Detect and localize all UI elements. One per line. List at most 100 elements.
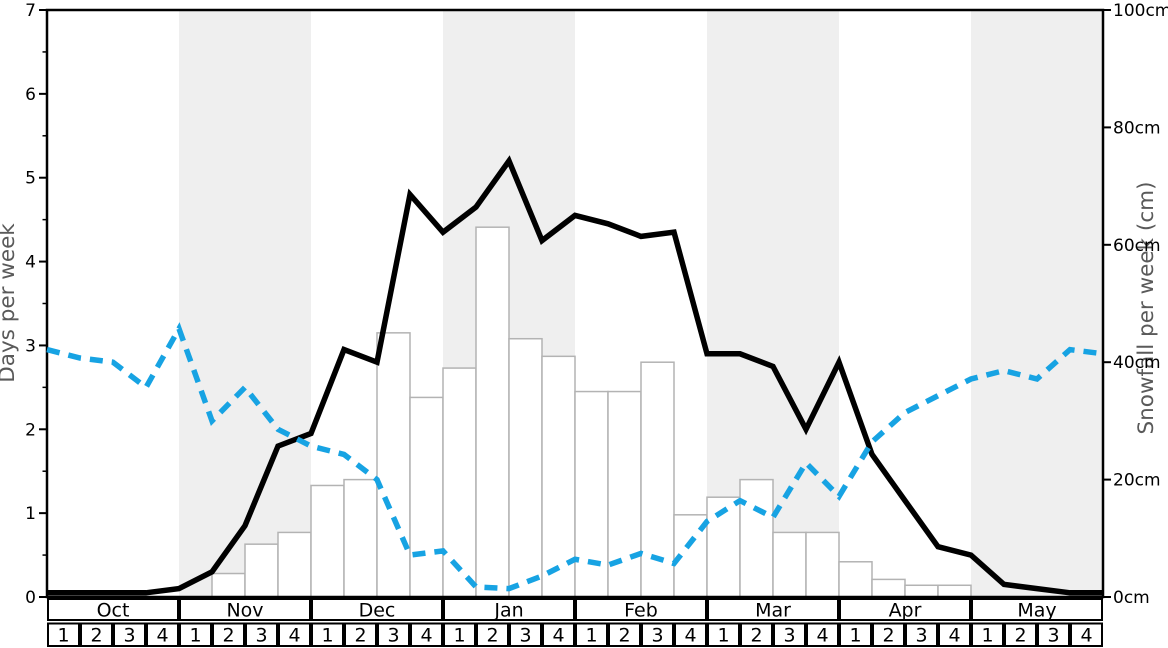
week-cell bbox=[938, 622, 971, 647]
shaded-month-band bbox=[971, 10, 1103, 597]
week-cell bbox=[179, 622, 212, 647]
week-cell bbox=[443, 622, 476, 647]
right-axis-tick-label: 20cm bbox=[1113, 471, 1161, 491]
week-label: 3 bbox=[915, 625, 927, 647]
month-cell bbox=[971, 598, 1103, 621]
week-label: 2 bbox=[222, 625, 234, 647]
week-cell bbox=[806, 622, 839, 647]
week-cell bbox=[80, 622, 113, 647]
month-cell bbox=[311, 598, 443, 621]
week-cell bbox=[1070, 622, 1103, 647]
week-cell bbox=[311, 622, 344, 647]
left-axis-tick-label: 7 bbox=[25, 1, 36, 21]
week-cell bbox=[377, 622, 410, 647]
week-label: 2 bbox=[750, 625, 762, 647]
right-axis-tick-label: 0cm bbox=[1113, 588, 1150, 608]
week-label: 4 bbox=[948, 625, 960, 647]
snowfall-bar bbox=[838, 561, 873, 598]
week-cell bbox=[410, 622, 443, 647]
right-axis-tick-label: 100cm bbox=[1113, 1, 1168, 21]
right-axis-tick-label: 40cm bbox=[1113, 353, 1161, 373]
month-label: Feb bbox=[624, 600, 658, 622]
month-label: Apr bbox=[889, 600, 922, 622]
plot-border bbox=[45, 8, 1105, 599]
week-label: 2 bbox=[882, 625, 894, 647]
week-label: 1 bbox=[585, 625, 597, 647]
week-cell bbox=[971, 622, 1004, 647]
snowfall-bar bbox=[343, 478, 378, 598]
week-label: 1 bbox=[717, 625, 729, 647]
snowfall-bar bbox=[640, 361, 675, 598]
week-label: 3 bbox=[651, 625, 663, 647]
right-axis-tick-label: 80cm bbox=[1113, 118, 1161, 138]
blue-dashed-line bbox=[46, 322, 1104, 592]
week-cell bbox=[740, 622, 773, 647]
snowfall-bar bbox=[805, 531, 840, 598]
left-axis-tick-label: 2 bbox=[25, 420, 36, 440]
snowfall-bar bbox=[211, 572, 246, 598]
month-label: Nov bbox=[226, 600, 263, 622]
week-label: 4 bbox=[288, 625, 300, 647]
snowfall-bar bbox=[574, 390, 609, 598]
month-cell bbox=[179, 598, 311, 621]
week-label: 4 bbox=[1080, 625, 1092, 647]
snowfall-bar bbox=[772, 531, 807, 598]
week-cell bbox=[872, 622, 905, 647]
snowfall-bar bbox=[508, 337, 543, 598]
week-label: 4 bbox=[156, 625, 168, 647]
right-axis-title: Snowfall per week (cm) bbox=[1134, 182, 1159, 435]
week-label: 4 bbox=[552, 625, 564, 647]
week-cell bbox=[1004, 622, 1037, 647]
week-label: 3 bbox=[387, 625, 399, 647]
week-cell bbox=[608, 622, 641, 647]
week-label: 4 bbox=[420, 625, 432, 647]
month-cell bbox=[575, 598, 707, 621]
month-label: Mar bbox=[755, 600, 791, 622]
month-label: Oct bbox=[97, 600, 130, 622]
week-label: 1 bbox=[57, 625, 69, 647]
month-cell bbox=[47, 598, 179, 621]
week-label: 3 bbox=[1047, 625, 1059, 647]
week-cell bbox=[278, 622, 311, 647]
snowfall-bar bbox=[904, 584, 939, 598]
snowfall-bar bbox=[937, 584, 972, 598]
week-label: 2 bbox=[354, 625, 366, 647]
week-cell bbox=[674, 622, 707, 647]
snowfall-bar bbox=[277, 531, 312, 598]
snowfall-bar bbox=[310, 484, 345, 598]
week-label: 3 bbox=[519, 625, 531, 647]
left-axis-tick-label: 0 bbox=[25, 588, 36, 608]
week-label: 1 bbox=[981, 625, 993, 647]
week-label: 3 bbox=[783, 625, 795, 647]
week-cell bbox=[476, 622, 509, 647]
week-cell bbox=[707, 622, 740, 647]
week-label: 4 bbox=[684, 625, 696, 647]
week-cell bbox=[773, 622, 806, 647]
week-label: 1 bbox=[189, 625, 201, 647]
snowfall-bar bbox=[376, 332, 411, 598]
week-cell bbox=[146, 622, 179, 647]
week-cell bbox=[542, 622, 575, 647]
left-axis-tick-label: 6 bbox=[25, 85, 36, 105]
week-label: 2 bbox=[1014, 625, 1026, 647]
week-cell bbox=[839, 622, 872, 647]
snow-days-line bbox=[47, 155, 1103, 596]
left-axis-title: Days per week bbox=[0, 223, 20, 383]
week-label: 3 bbox=[255, 625, 267, 647]
week-cell bbox=[641, 622, 674, 647]
week-label: 2 bbox=[618, 625, 630, 647]
week-cell bbox=[1037, 622, 1070, 647]
month-label: Jan bbox=[493, 600, 523, 622]
snowfall-bar bbox=[409, 396, 444, 598]
week-label: 2 bbox=[90, 625, 102, 647]
week-cell bbox=[509, 622, 542, 647]
week-cell bbox=[344, 622, 377, 647]
right-axis-tick-label: 60cm bbox=[1113, 236, 1161, 256]
month-cell bbox=[839, 598, 971, 621]
left-axis-tick-label: 5 bbox=[25, 169, 36, 189]
week-cell bbox=[113, 622, 146, 647]
snowfall-bar bbox=[739, 478, 774, 598]
month-label: May bbox=[1017, 600, 1056, 622]
